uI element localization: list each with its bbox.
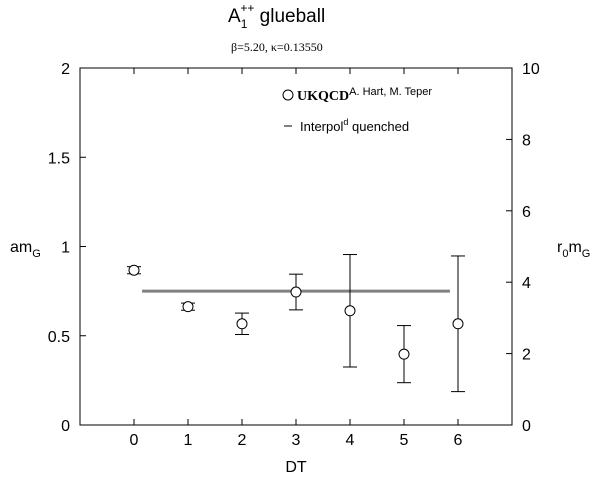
y-right-tick-label: 8 (522, 132, 531, 149)
y-right-tick-label: 2 (522, 347, 531, 364)
x-tick-label: 4 (346, 432, 355, 449)
point-marker (290, 286, 302, 298)
plot-frame (79, 67, 513, 426)
chart-subtitle: β=5.20, κ=0.13550 (231, 40, 323, 54)
point-marker (236, 318, 248, 330)
y-axis-label-left: amG (10, 239, 41, 260)
point-marker (452, 318, 464, 330)
x-tick-label: 5 (400, 432, 409, 449)
data-point (343, 254, 357, 368)
y-right-tick-label: 10 (522, 61, 540, 78)
point-marker (182, 301, 194, 313)
chart-title: A1++ glueball (228, 1, 325, 31)
y-right-tick-label: 6 (522, 204, 531, 221)
y-right-tick-label: 4 (522, 275, 531, 292)
y-axis-label-right: r0mG (557, 239, 590, 260)
data-point (235, 312, 249, 336)
y-tick-label: 1.5 (48, 150, 70, 167)
x-tick-label: 3 (292, 432, 301, 449)
y-tick-label: 1 (61, 240, 70, 257)
y-tick-label: 0.5 (48, 329, 70, 346)
title-superscript: ++ (240, 1, 254, 15)
point-marker (128, 264, 140, 276)
ukqcd-series (127, 254, 465, 393)
data-point (451, 255, 465, 393)
legend-label-ukqcd: UKQCDA. Hart, M. Teper (297, 86, 432, 104)
title-tail: glueball (254, 6, 325, 27)
title-subscript: 1 (241, 17, 248, 31)
point-marker (344, 305, 356, 317)
legend-marker-ukqcd (282, 89, 294, 101)
axis-ticks: 0 1 2 3 4 5 6 0 0.5 1 1.5 2 0 2 4 6 8 10 (48, 61, 540, 449)
data-point (397, 325, 411, 384)
legend: UKQCDA. Hart, M. Teper Interpold quenche… (282, 86, 432, 134)
x-axis-label: DT (285, 459, 307, 476)
y-tick-label: 0 (61, 418, 70, 435)
x-tick-label: 1 (184, 432, 193, 449)
legend-label-interpol: Interpold quenched (300, 117, 409, 134)
point-marker (398, 348, 410, 360)
y-right-tick-label: 0 (522, 418, 531, 435)
y-tick-label: 2 (61, 61, 70, 78)
data-point (181, 301, 195, 313)
data-point (127, 264, 141, 276)
x-tick-label: 2 (238, 432, 247, 449)
data-point (289, 273, 303, 311)
x-tick-label: 0 (130, 432, 139, 449)
x-tick-label: 6 (454, 432, 463, 449)
